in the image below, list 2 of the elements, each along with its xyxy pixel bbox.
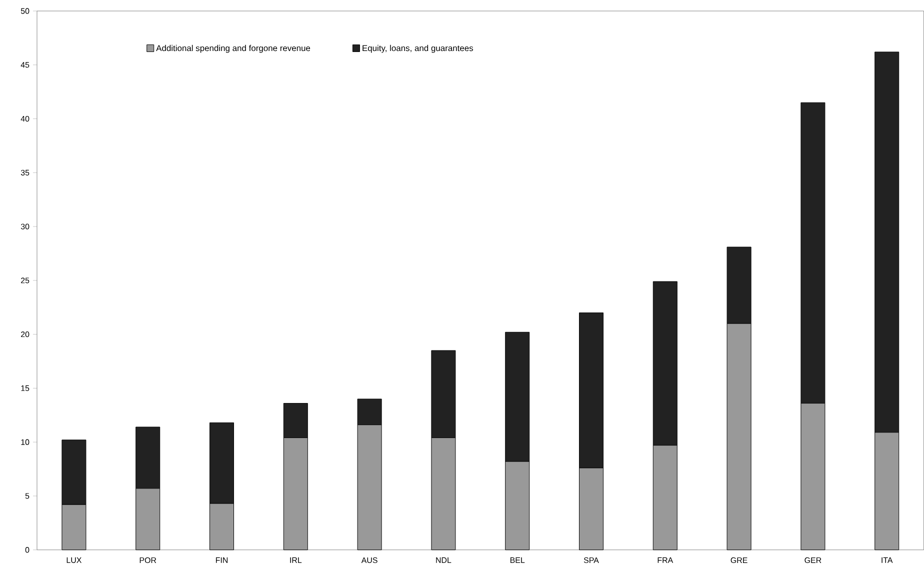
legend-label: Additional spending and forgone revenue xyxy=(156,44,310,53)
legend-label: Equity, loans, and guarantees xyxy=(362,44,474,53)
